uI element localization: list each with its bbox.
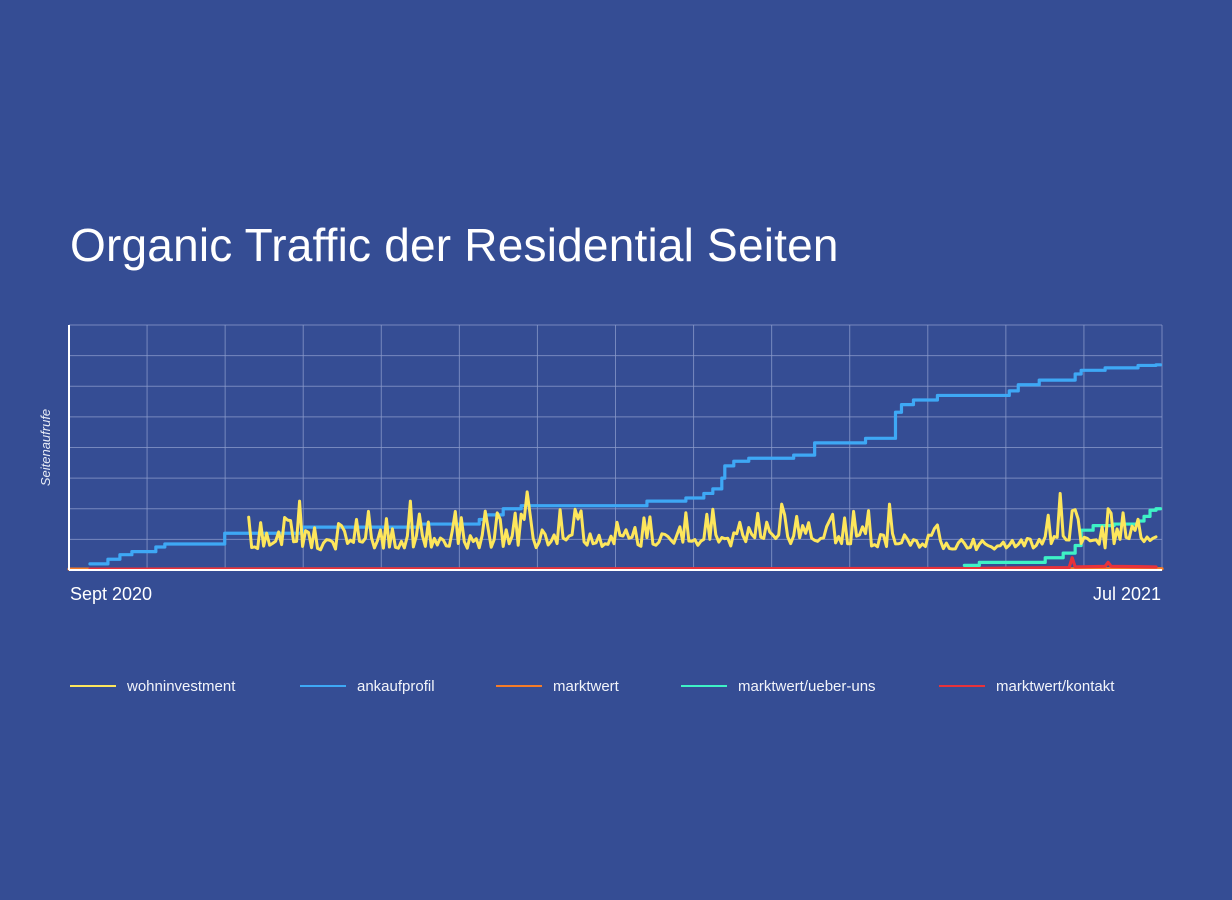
legend-item-wohninvestment[interactable]: wohninvestment xyxy=(70,676,235,696)
legend-label: marktwert/kontakt xyxy=(996,677,1115,695)
series-line-ankaufprofil xyxy=(88,363,1163,566)
axes: Seitenaufrufe Sept 2020 Jul 2021 xyxy=(38,325,1162,604)
legend-item-marktwert-kontakt[interactable]: marktwert/kontakt xyxy=(939,676,1114,696)
legend: wohninvestment ankaufprofil marktwert markt… xyxy=(70,676,1170,696)
legend-label: marktwert/ueber-uns xyxy=(738,677,876,695)
x-tick-label-end: Jul 2021 xyxy=(1093,584,1161,604)
legend-item-marktwert[interactable]: marktwert xyxy=(496,676,619,696)
y-axis-label: Seitenaufrufe xyxy=(38,409,53,486)
x-tick-label-start: Sept 2020 xyxy=(70,584,152,604)
legend-swatch xyxy=(939,685,985,687)
legend-item-marktwert-ueber-uns[interactable]: marktwert/ueber-uns xyxy=(681,676,876,696)
legend-swatch xyxy=(681,685,727,687)
series-line-wohninvestment xyxy=(247,490,1158,552)
chart-title: Organic Traffic der Residential Seiten xyxy=(70,219,839,271)
legend-label: wohninvestment xyxy=(127,677,236,695)
series-line-marktwert-kontakt xyxy=(88,556,1158,571)
series-line-marktwert-ueber-uns xyxy=(962,507,1163,568)
legend-swatch xyxy=(496,685,542,687)
legend-swatch xyxy=(300,685,346,687)
legend-swatch xyxy=(70,685,116,687)
legend-label: marktwert xyxy=(553,677,619,695)
legend-item-ankaufprofil[interactable]: ankaufprofil xyxy=(300,676,435,696)
legend-label: ankaufprofil xyxy=(357,677,435,695)
